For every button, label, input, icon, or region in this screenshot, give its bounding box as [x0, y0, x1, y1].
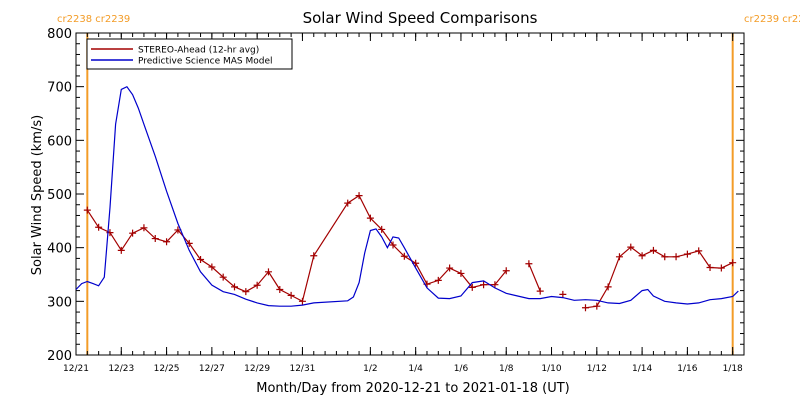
data-point: [672, 253, 680, 261]
data-point: [400, 252, 408, 260]
data-point: [502, 267, 510, 275]
series-line: [585, 246, 733, 309]
x-tick-label: 12/29: [244, 364, 270, 374]
data-point: [117, 246, 125, 254]
x-tick-label: 1/2: [363, 364, 377, 374]
data-point: [366, 214, 374, 222]
data-point: [264, 268, 272, 276]
data-point: [649, 246, 657, 254]
data-point: [129, 229, 137, 237]
data-point: [615, 253, 623, 261]
data-point: [683, 250, 691, 258]
y-tick-label: 400: [47, 242, 72, 257]
data-point: [242, 288, 250, 296]
data-point: [457, 269, 465, 277]
data-point: [525, 260, 533, 268]
data-point: [638, 252, 646, 260]
data-point: [729, 259, 737, 267]
legend-label: Predictive Science MAS Model: [138, 57, 273, 67]
data-point: [253, 281, 261, 289]
data-point: [197, 255, 205, 263]
x-tick-label: 1/8: [499, 364, 514, 374]
series-line: [86, 194, 507, 303]
x-tick-label: 12/21: [63, 364, 89, 374]
data-point: [627, 243, 635, 251]
series-line: [75, 85, 739, 307]
data-point: [593, 302, 601, 310]
data-point: [434, 276, 442, 284]
data-point: [559, 290, 567, 298]
data-point: [355, 192, 363, 200]
x-tick-label: 1/6: [454, 364, 469, 374]
x-tick-label: 1/10: [541, 364, 561, 374]
data-point: [219, 273, 227, 281]
data-point: [95, 223, 103, 231]
data-point: [163, 238, 171, 246]
data-point: [140, 224, 148, 232]
chart-title: Solar Wind Speed Comparisons: [303, 9, 538, 27]
y-tick-label: 200: [47, 349, 72, 364]
x-tick-label: 12/23: [108, 364, 134, 374]
x-axis-label: Month/Day from 2020-12-21 to 2021-01-18 …: [256, 381, 569, 396]
series-layer: [75, 85, 739, 312]
data-point: [310, 252, 318, 260]
x-tick-label: 1/12: [587, 364, 607, 374]
rotation-markers: cr2238 cr2239 cr2239 cr2240: [57, 14, 800, 355]
data-point: [287, 291, 295, 299]
data-point: [706, 264, 714, 272]
data-point: [491, 281, 499, 289]
x-tick-label: 1/18: [723, 364, 743, 374]
rotation-label: cr2239 cr2240: [744, 14, 800, 25]
y-tick-label: 500: [47, 188, 72, 203]
data-point: [378, 225, 386, 233]
data-point: [717, 264, 725, 272]
y-axis-label: Solar Wind Speed (km/s): [30, 115, 45, 275]
series-mas-model: [75, 85, 739, 307]
x-tick-label: 1/16: [677, 364, 697, 374]
legend: STEREO-Ahead (12-hr avg)Predictive Scien…: [86, 38, 293, 70]
data-point: [480, 281, 488, 289]
data-point: [231, 283, 239, 291]
y-tick-label: 700: [47, 81, 72, 96]
x-tick-label: 12/31: [289, 364, 315, 374]
legend-label: STEREO-Ahead (12-hr avg): [138, 46, 259, 56]
data-point: [151, 235, 159, 243]
data-point: [83, 206, 91, 214]
y-tick-label: 800: [47, 27, 72, 42]
x-tick-label: 1/14: [632, 364, 652, 374]
data-point: [389, 241, 397, 249]
data-point: [298, 297, 306, 305]
x-tick-label: 1/4: [408, 364, 423, 374]
data-point: [695, 247, 703, 255]
x-tick-label: 12/27: [199, 364, 225, 374]
data-point: [581, 304, 589, 312]
y-tick-label: 600: [47, 134, 72, 149]
data-point: [468, 283, 476, 291]
data-point: [344, 199, 352, 207]
rotation-label: cr2238 cr2239: [57, 14, 130, 25]
series-line: [528, 263, 541, 292]
data-point: [446, 264, 454, 272]
data-point: [661, 253, 669, 261]
data-point: [536, 287, 544, 295]
legend-box: [86, 38, 293, 70]
x-tick-label: 12/25: [154, 364, 180, 374]
data-point: [604, 283, 612, 291]
y-tick-label: 300: [47, 295, 72, 310]
data-point: [276, 286, 284, 294]
axes: 200 300 400 500 600 700 800 12/21 12/23 12/25 12/2…: [47, 27, 745, 374]
series-stereo-ahead: [83, 192, 737, 312]
data-point: [208, 263, 216, 271]
